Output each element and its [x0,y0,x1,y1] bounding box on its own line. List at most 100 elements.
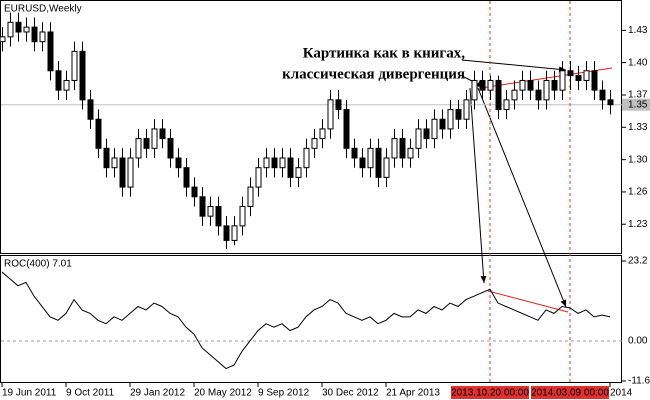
candle-body [351,147,358,159]
candle-body [279,157,286,169]
candle-body [455,109,462,120]
current-price-box [622,98,650,111]
current-price-label: 1.35 [628,99,648,110]
candle-body [159,128,166,140]
candle-body [103,147,110,169]
annotation: классическая дивергенция [282,66,465,82]
x-tick-label: 19 Jun 2011 [2,388,57,399]
candle-body [39,31,46,43]
candle-body [23,26,30,33]
candle-body [127,157,134,188]
candle-body [487,79,494,91]
candle-body [607,99,614,106]
annotation: Картинка как в книгах, [303,45,466,61]
candle-body [231,225,238,241]
x-tick-label: 29 Jan 2012 [130,388,185,399]
candle-body [167,138,174,159]
candle-body [391,138,398,159]
y-tick-label: -11.6 [628,376,650,387]
candle-body [543,79,550,101]
candle-body [567,70,574,77]
highlight-box [531,386,609,399]
candle-body [135,138,142,159]
y-tick-label: 1.26 [628,187,648,198]
candle-body [7,21,14,38]
y-tick-label: 1.30 [628,154,648,165]
candle-body [367,147,374,169]
candle-body [575,75,582,81]
chart-title: EURUSD,Weekly [4,4,82,15]
candle-body [87,99,94,120]
x-tick-label: 20 May 2012 [194,388,252,399]
x-tick-label: 9 Sep 2012 [258,388,310,399]
candle-body [375,147,382,178]
candle-body [519,79,526,91]
x-tick-label: 9 Oct 2011 [66,388,115,399]
candle-body [343,109,350,149]
candle-body [151,128,158,149]
candle-body [471,79,478,101]
highlight-box [451,386,529,399]
candle-body [55,70,62,91]
candle-body [255,167,262,188]
candle-body [551,79,558,91]
candle-body [319,128,326,140]
indicator-title: ROC(400) 7.01 [4,259,72,270]
candle-body [47,31,54,72]
indicator-frame [0,255,622,383]
candle-body [295,167,302,178]
candle-body [511,89,518,101]
candle-body [479,79,486,91]
roc-line [1,271,611,370]
candle-body [191,186,198,198]
y-tick-label: 0.00 [628,336,648,347]
candle-body [0,36,6,43]
candle-body [247,186,254,207]
candle-body [95,118,102,149]
candle-body [407,147,414,159]
candle-body [119,157,126,188]
candle-body [591,70,598,91]
candle-body [399,138,406,159]
candle-body [359,157,366,169]
candle-body [143,138,150,149]
candle-body [31,26,38,43]
x-tick-label: 30 Dec 2012 [322,388,379,399]
candle-body [559,70,566,91]
candle-body [207,205,214,217]
y-tick-label: 23.2 [628,256,648,267]
candle-body [463,99,470,120]
candle-body [439,118,446,130]
candle-body [263,157,270,169]
candle-body [583,70,590,81]
candle-body [111,157,118,169]
candle-body [183,167,190,188]
candle-body [223,225,230,241]
candle-body [327,99,334,130]
y-tick-label: 1.43 [628,25,648,36]
x-tick-label: 21 Apr 2013 [386,388,440,399]
x-tick-label: 2014.03.09 00:00 [531,388,609,399]
candle-body [63,79,70,91]
arrows [461,59,567,308]
candle-body [287,157,294,178]
y-tick-label: 1.23 [628,219,648,230]
candle-body [199,196,206,217]
candle-body [271,157,278,169]
candle-body [535,89,542,101]
y-tick-label: 1.37 [628,90,648,101]
candle-body [431,118,438,140]
candle-body [311,138,318,149]
candle-body [79,50,86,101]
candle-body [71,50,78,81]
y-tick-label: 1.33 [628,122,648,133]
candle-body [527,79,534,91]
candle-body [335,99,342,111]
candle-body [495,79,502,111]
candle-body [215,205,222,227]
candle-body [447,109,454,130]
candle-body [503,99,510,111]
candle-body [15,21,22,33]
